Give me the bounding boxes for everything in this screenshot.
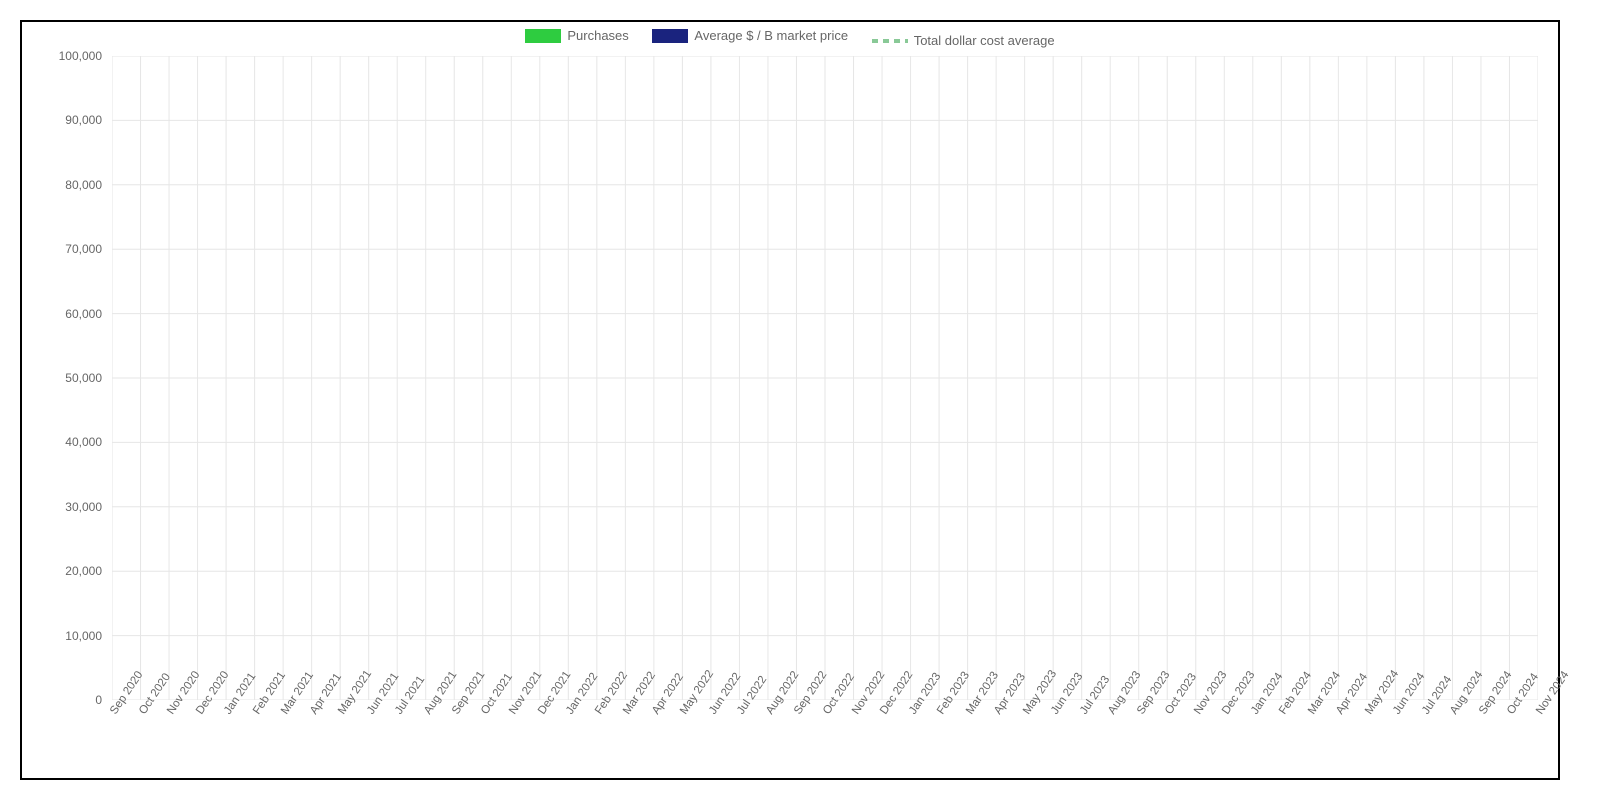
- y-tick-label: 90,000: [22, 113, 102, 127]
- y-tick-label: 60,000: [22, 307, 102, 321]
- legend-item-purchases: Purchases: [525, 28, 628, 43]
- y-tick-label: 50,000: [22, 371, 102, 385]
- legend-swatch-price: [652, 29, 688, 43]
- chart-legend: Purchases Average $ / B market price Tot…: [22, 28, 1558, 48]
- y-tick-label: 70,000: [22, 242, 102, 256]
- y-tick-label: 40,000: [22, 435, 102, 449]
- y-axis-labels: 010,00020,00030,00040,00050,00060,00070,…: [22, 56, 108, 700]
- legend-item-price: Average $ / B market price: [652, 28, 848, 43]
- y-tick-label: 30,000: [22, 500, 102, 514]
- chart-frame: Purchases Average $ / B market price Tot…: [20, 20, 1560, 780]
- legend-label-dca: Total dollar cost average: [914, 33, 1055, 48]
- plot-area: [112, 56, 1538, 700]
- y-tick-label: 20,000: [22, 564, 102, 578]
- y-tick-label: 0: [22, 693, 102, 707]
- x-axis-labels: Sep 2020Oct 2020Nov 2020Dec 2020Jan 2021…: [112, 704, 1538, 778]
- plot-svg: [112, 56, 1538, 700]
- legend-item-dca: Total dollar cost average: [872, 33, 1055, 48]
- legend-label-price: Average $ / B market price: [694, 28, 848, 43]
- legend-swatch-dca: [872, 39, 908, 43]
- y-tick-label: 80,000: [22, 178, 102, 192]
- y-tick-label: 10,000: [22, 629, 102, 643]
- legend-label-purchases: Purchases: [567, 28, 628, 43]
- y-tick-label: 100,000: [22, 49, 102, 63]
- legend-swatch-purchases: [525, 29, 561, 43]
